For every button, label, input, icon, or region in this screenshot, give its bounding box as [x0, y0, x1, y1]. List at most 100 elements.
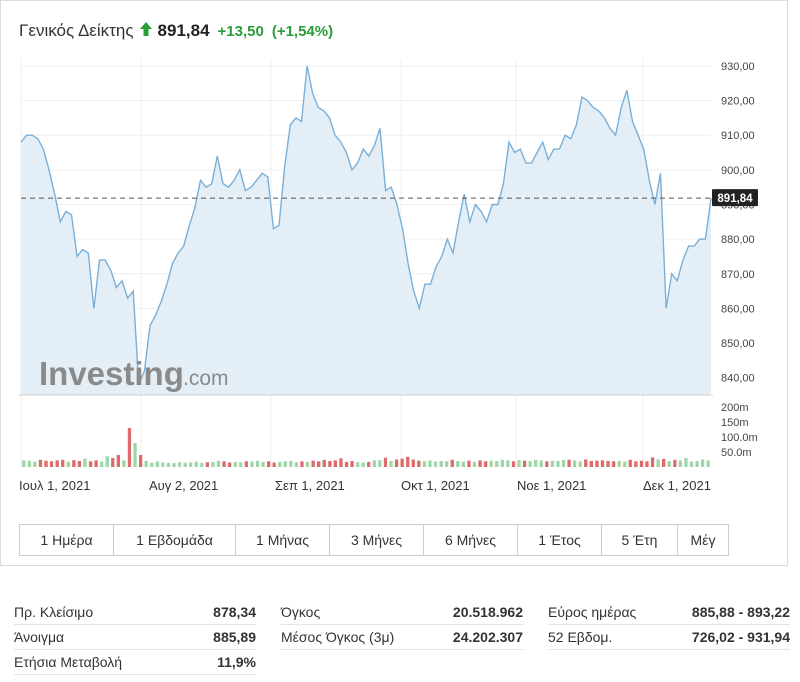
- stat-label-prev-close: Πρ. Κλείσιμο: [14, 604, 94, 620]
- volume-bar: [673, 459, 677, 467]
- volume-bar: [361, 462, 365, 467]
- stats-column-1: Πρ. Κλείσιμο 878,34 Άνοιγμα 885,89 Ετήσι…: [14, 600, 256, 675]
- volume-bar: [133, 443, 137, 467]
- volume-tick-label: 50.0m: [721, 447, 752, 459]
- volume-bar: [322, 459, 326, 467]
- tab-1-year[interactable]: 1 Έτος: [518, 525, 602, 555]
- volume-bar: [489, 460, 493, 467]
- volume-bar: [127, 428, 132, 467]
- volume-bar: [305, 461, 310, 467]
- volume-bar: [667, 461, 671, 467]
- logo-brand: Investing: [39, 355, 184, 392]
- volume-bar: [350, 461, 354, 467]
- volume-bar: [639, 460, 644, 467]
- y-tick-label: 850,00: [721, 338, 755, 350]
- volume-bar: [339, 458, 343, 467]
- volume-bar: [556, 461, 560, 467]
- quote-header: Γενικός Δείκτης 891,84 +13,50 (+1,54%): [19, 18, 333, 44]
- tab-max[interactable]: Μέγ: [690, 532, 716, 548]
- volume-bar: [194, 461, 198, 467]
- volume-bar: [111, 458, 115, 467]
- volume-bar: [311, 460, 315, 467]
- volume-bar: [228, 462, 232, 467]
- price-change: +13,50: [217, 22, 264, 40]
- volume-bar: [511, 461, 516, 467]
- volume-bar: [55, 460, 59, 467]
- volume-bar: [83, 458, 87, 467]
- volume-bar: [105, 456, 109, 467]
- volume-bar: [584, 459, 588, 467]
- volume-bar: [600, 460, 605, 467]
- volume-bar: [628, 459, 632, 467]
- volume-bar: [144, 461, 148, 467]
- volume-bar: [289, 461, 293, 467]
- stat-label-1y-change: Ετήσια Μεταβολή: [14, 654, 123, 670]
- volume-bar: [662, 458, 666, 467]
- x-tick-label: Νοε 1, 2021: [517, 478, 586, 493]
- stat-label-volume: Όγκος: [281, 604, 321, 620]
- volume-bar: [22, 460, 26, 467]
- volume-bar: [506, 460, 510, 467]
- volume-bar: [656, 459, 660, 467]
- volume-bar: [200, 462, 204, 467]
- volume-bar: [222, 461, 226, 467]
- stat-label-52-week: 52 Εβδομ.: [548, 629, 613, 645]
- x-axis: Ιουλ 1, 2021 Αυγ 2, 2021 Σεπ 1, 2021 Οκτ 1,…: [19, 478, 711, 493]
- volume-bar: [612, 461, 616, 467]
- tab-1-month[interactable]: 1 Μήνας: [236, 525, 330, 555]
- stat-row: 52 Εβδομ. 726,02 - 931,94: [548, 625, 790, 650]
- y-tick-label: 870,00: [721, 269, 755, 281]
- volume-bar: [678, 460, 682, 467]
- volume-bar: [61, 459, 65, 467]
- volume-bar: [617, 461, 621, 467]
- stat-value-day-range: 885,88 - 893,22: [691, 604, 790, 620]
- volume-bar: [88, 461, 93, 467]
- stat-value-52-week: 726,02 - 931,94: [691, 629, 790, 645]
- up-arrow-icon: [139, 21, 152, 41]
- tab-1-day[interactable]: 1 Ημέρα: [20, 525, 114, 555]
- price-change-percent: (+1,54%): [271, 22, 334, 40]
- tab-5-years[interactable]: 5 Έτη: [602, 525, 678, 555]
- volume-bar: [122, 460, 126, 467]
- tab-6-months[interactable]: 6 Μήνες: [424, 525, 518, 555]
- volume-bar: [177, 462, 182, 467]
- price-chart[interactable]: 930,00920,00910,00900,00890,00880,00870,…: [1, 1, 787, 521]
- volume-bar: [456, 461, 460, 467]
- y-tick-label: 930,00: [721, 61, 755, 73]
- y-tick-label: 860,00: [721, 303, 755, 315]
- x-tick-label: Οκτ 1, 2021: [401, 478, 470, 493]
- volume-bar: [155, 461, 159, 467]
- stat-row: Μέσος Όγκος (3μ) 24.202.307: [281, 625, 523, 650]
- stat-label-open: Άνοιγμα: [14, 629, 65, 645]
- tab-1-week[interactable]: 1 Εβδομάδα: [114, 525, 236, 555]
- y-tick-label: 840,00: [721, 373, 755, 385]
- volume-bar: [66, 461, 70, 467]
- x-tick-label: Ιουλ 1, 2021: [19, 478, 90, 493]
- volume-bar: [573, 460, 577, 467]
- volume-bar: [606, 461, 610, 467]
- volume-bar: [267, 461, 271, 467]
- last-price-tag-label: 891,84: [717, 193, 753, 205]
- volume-bar: [517, 460, 521, 467]
- volume-bar: [239, 462, 243, 467]
- stat-value-avg-volume: 24.202.307: [452, 629, 523, 645]
- volume-bar: [389, 461, 393, 467]
- volume-bar: [484, 461, 488, 467]
- volume-bar: [589, 461, 593, 467]
- volume-axis: 200m 150m 100.0m 50.0m: [721, 402, 758, 459]
- stats-column-2: Όγκος 20.518.962 Μέσος Όγκος (3μ) 24.202…: [281, 600, 523, 650]
- tab-3-months[interactable]: 3 Μήνες: [330, 525, 424, 555]
- volume-bar: [356, 462, 360, 467]
- volume-bar: [278, 461, 282, 467]
- volume-bar: [300, 461, 304, 467]
- volume-bar: [328, 461, 332, 467]
- volume-bar: [272, 462, 276, 467]
- price-area: [21, 65, 711, 396]
- stat-value-1y-change: 11,9%: [217, 654, 256, 670]
- price-line: [20, 65, 712, 385]
- stat-label-day-range: Εύρος ημέρας: [548, 604, 637, 620]
- volume-bar: [595, 460, 599, 467]
- volume-bar: [161, 462, 165, 467]
- stat-value-prev-close: 878,34: [213, 604, 256, 620]
- volume-bar: [578, 461, 582, 467]
